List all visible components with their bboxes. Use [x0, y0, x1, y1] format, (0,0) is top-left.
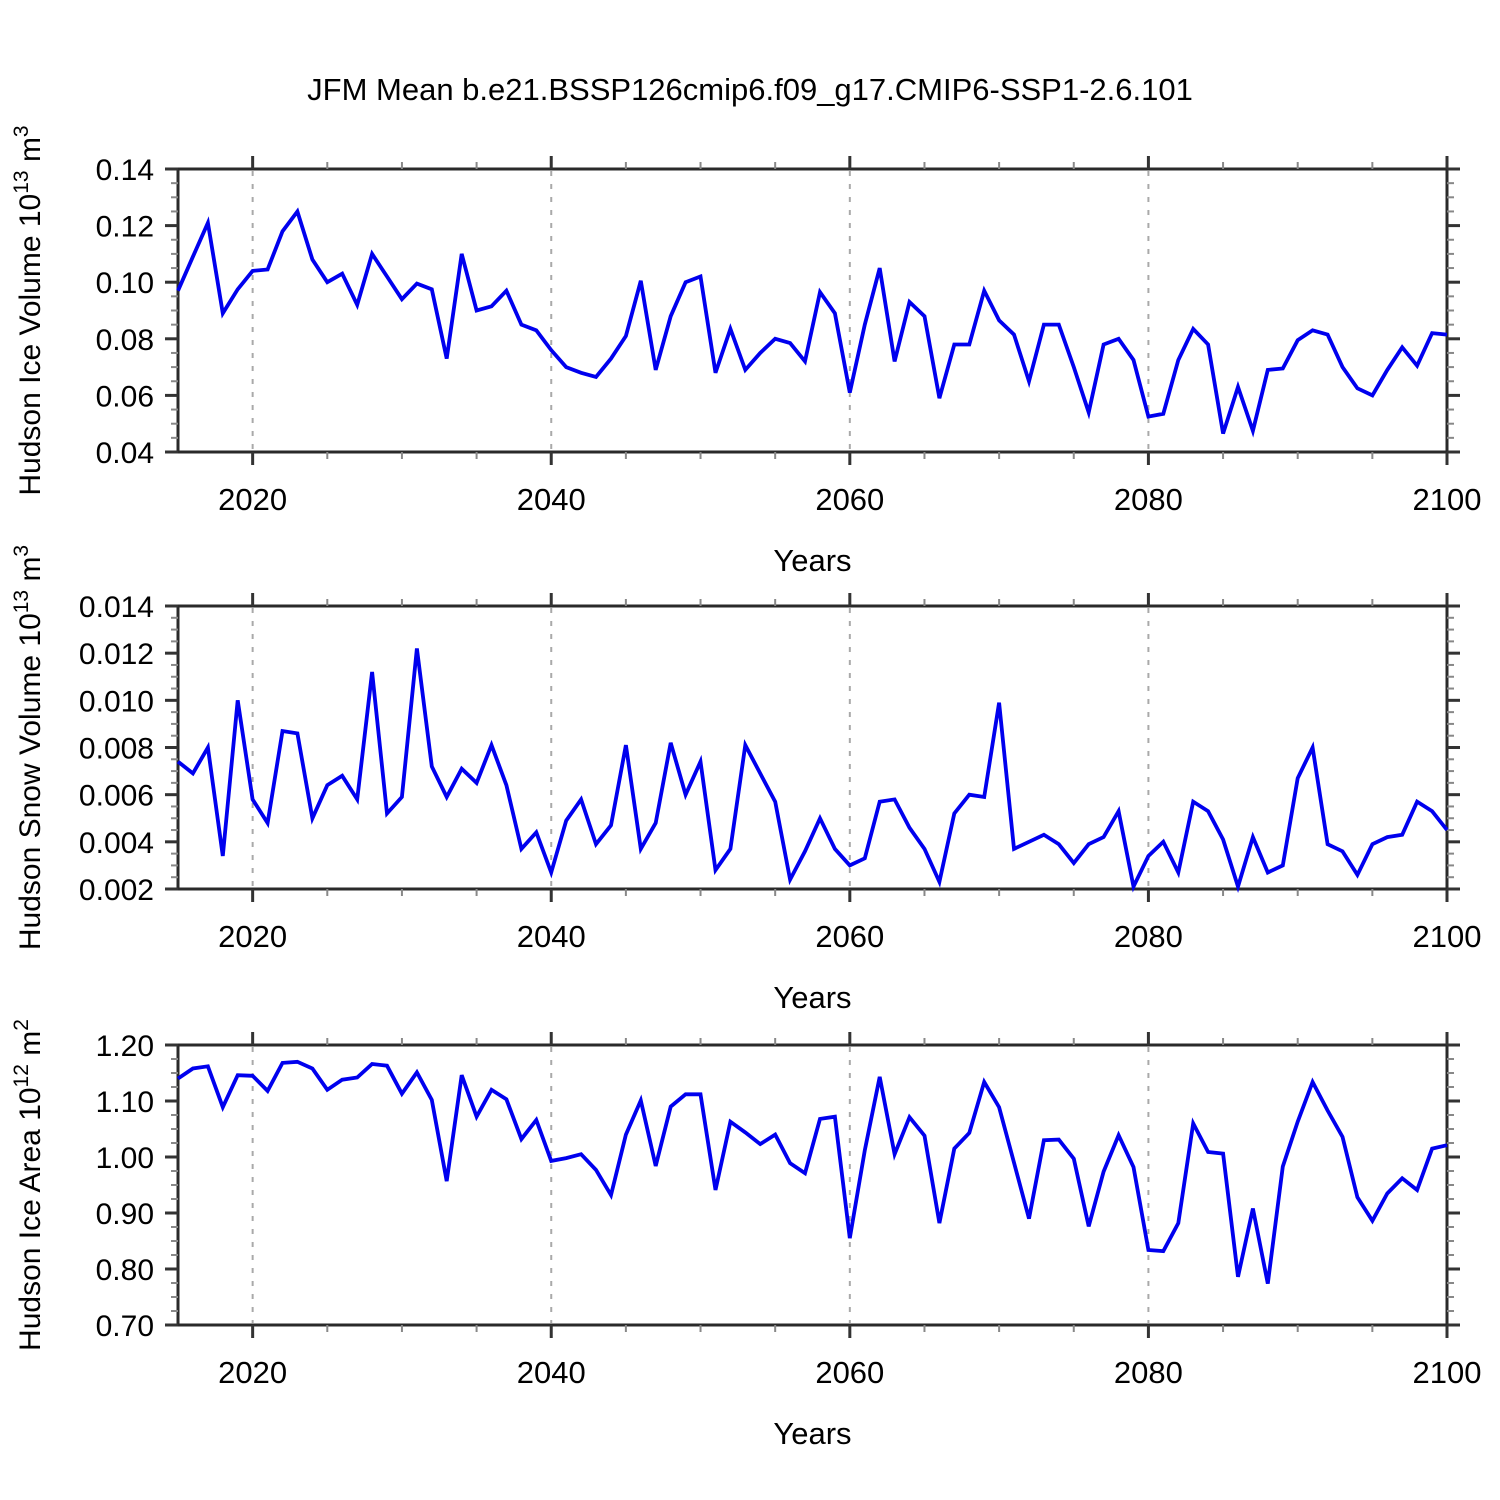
ytick-label: 0.012 [79, 638, 154, 671]
xtick-label: 2100 [1413, 482, 1482, 517]
panel-1-gridlines [251, 171, 1150, 450]
series-line-hudson-ice-volume [176, 207, 1448, 438]
panel-1: 0.04 0.06 0.08 0.10 0.12 0.14 2020 2040 2060 2080… [10, 125, 1481, 578]
ytick-label: 0.80 [96, 1254, 154, 1287]
panel-1-ytick-labels: 0.04 0.06 0.08 0.10 0.12 0.14 [96, 154, 154, 470]
ytick-label: 0.04 [96, 437, 154, 470]
xtick-label: 2020 [218, 1355, 287, 1390]
ytick-label: 0.10 [96, 267, 154, 300]
xtick-label: 2020 [218, 482, 287, 517]
ytick-label: 0.70 [96, 1310, 154, 1343]
xtick-label: 2060 [815, 1355, 884, 1390]
panel-3-gridlines [251, 1047, 1150, 1323]
xtick-label: 2020 [218, 919, 287, 954]
ytick-label: 0.006 [79, 780, 154, 813]
panel-1-ylabel: Hudson Ice Volume 1013 m3 [10, 125, 47, 495]
series-line-hudson-snow-volume [176, 648, 1449, 894]
xtick-label: 2100 [1413, 919, 1482, 954]
xtick-label: 2060 [815, 919, 884, 954]
xtick-label: 2040 [517, 919, 586, 954]
panel-3: 0.70 0.80 0.90 1.00 1.10 1.20 2020 2040 2060 2080… [10, 1019, 1481, 1451]
ytick-label: 0.008 [79, 733, 154, 766]
xtick-label: 2080 [1114, 1355, 1183, 1390]
xtick-label: 2040 [517, 1355, 586, 1390]
panel-2-ylabel: Hudson Snow Volume 1013 m3 [10, 545, 47, 950]
ytick-label: 0.08 [96, 324, 154, 357]
ytick-label: 0.010 [79, 685, 154, 718]
ytick-label: 1.20 [96, 1030, 154, 1063]
panel-2-ytick-labels: 0.002 0.004 0.006 0.008 0.010 0.012 0.014 [79, 591, 154, 907]
ytick-label: 0.004 [79, 827, 154, 860]
panel-3-xtick-labels: 2020 2040 2060 2080 2100 [218, 1355, 1481, 1390]
ytick-label: 0.002 [79, 874, 154, 907]
panel-2-xtick-labels: 2020 2040 2060 2080 2100 [218, 919, 1481, 954]
xtick-label: 2040 [517, 482, 586, 517]
xtick-label: 2060 [815, 482, 884, 517]
panel-3-ticks [165, 1032, 1460, 1338]
ytick-label: 1.00 [96, 1142, 154, 1175]
xtick-label: 2080 [1114, 482, 1183, 517]
ytick-label: 0.14 [96, 154, 154, 187]
panel-2-xlabel: Years [773, 980, 851, 1015]
panel-3-ytick-labels: 0.70 0.80 0.90 1.00 1.10 1.20 [96, 1030, 154, 1343]
panel-1-ticks [165, 156, 1460, 465]
xtick-label: 2100 [1413, 1355, 1482, 1390]
ytick-label: 0.014 [79, 591, 154, 624]
figure-title: JFM Mean b.e21.BSSP126cmip6.f09_g17.CMIP… [307, 72, 1193, 107]
ytick-label: 0.06 [96, 380, 154, 413]
panel-3-frame [176, 1043, 1449, 1327]
ytick-label: 0.12 [96, 211, 154, 244]
xtick-label: 2080 [1114, 919, 1183, 954]
ytick-label: 0.90 [96, 1198, 154, 1231]
ytick-label: 1.10 [96, 1086, 154, 1119]
panel-2-ticks [165, 593, 1460, 902]
series-line-hudson-ice-area [176, 1059, 1448, 1284]
panel-1-xtick-labels: 2020 2040 2060 2080 2100 [218, 482, 1481, 517]
panel-1-xlabel: Years [773, 543, 851, 578]
panel-3-ylabel: Hudson Ice Area 1012 m2 [10, 1019, 47, 1351]
panel-3-xlabel: Years [773, 1416, 851, 1451]
